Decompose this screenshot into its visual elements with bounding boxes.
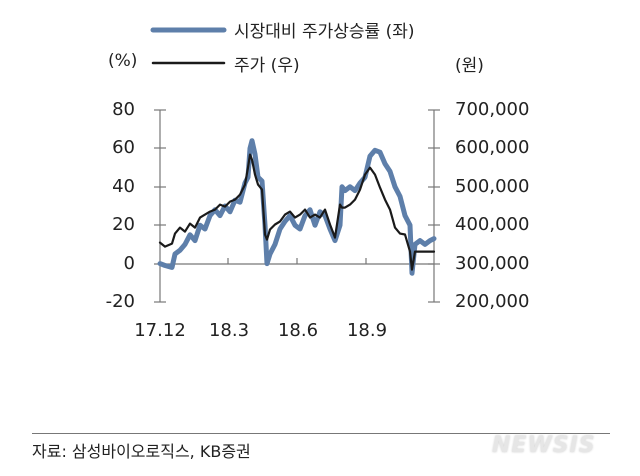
y-right-tick: 700,000 [455,99,530,120]
y-left-tick: 20 [112,214,135,235]
x-tick-label: 17.12 [134,320,186,341]
y-left-tick: -20 [105,291,135,312]
y-left-tick: 60 [112,137,135,158]
y-right-tick: 200,000 [455,291,530,312]
left-axis-unit: (%) [108,51,138,71]
y-left-tick: 40 [112,176,135,197]
line-stock-price [158,153,436,271]
source-note: 자료: 삼성바이오로직스, KB증권 [32,442,251,461]
x-tick-label: 18.3 [208,320,250,341]
newsis-watermark: NEWSIS [492,433,596,458]
left-axis [154,109,166,303]
y-right-tick: 300,000 [455,253,530,274]
legend-label-relative-return: 시장대비 주가상승률 (좌) [234,22,415,42]
x-axis-baseline [154,258,434,265]
x-tick-label: 18.9 [346,320,388,341]
footer-separator [32,433,610,434]
x-tick-label: 18.6 [277,320,319,341]
y-left-tick: 80 [112,99,135,120]
legend-label-stock-price: 주가 (우) [234,56,300,76]
y-left-tick: 0 [123,253,135,274]
line-relative-return [157,138,437,276]
y-right-tick: 500,000 [455,176,530,197]
right-axis [428,109,440,303]
y-right-tick: 600,000 [455,137,530,158]
y-right-tick: 400,000 [455,214,530,235]
right-axis-unit: (원) [455,56,484,76]
